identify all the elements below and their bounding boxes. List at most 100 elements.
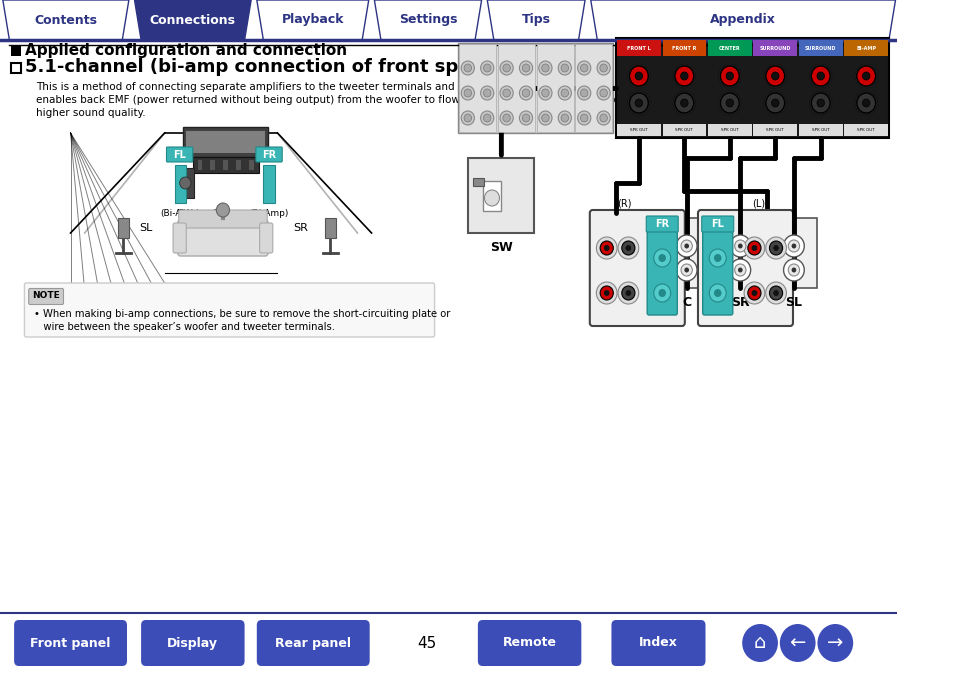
Bar bbox=[617, 124, 660, 136]
Circle shape bbox=[502, 64, 510, 72]
Circle shape bbox=[765, 282, 785, 304]
Bar bbox=[707, 40, 751, 56]
Circle shape bbox=[538, 86, 552, 100]
Text: Rear panel: Rear panel bbox=[275, 637, 351, 649]
Circle shape bbox=[787, 240, 799, 252]
Circle shape bbox=[713, 254, 720, 262]
Text: FL: FL bbox=[173, 150, 186, 160]
FancyBboxPatch shape bbox=[14, 620, 127, 666]
Bar bbox=[537, 44, 573, 132]
Text: SPK OUT: SPK OUT bbox=[720, 128, 738, 132]
Circle shape bbox=[599, 286, 613, 300]
Text: →: → bbox=[826, 633, 842, 653]
Bar bbox=[771, 218, 816, 288]
Circle shape bbox=[625, 245, 631, 251]
Circle shape bbox=[708, 284, 725, 302]
Text: SL: SL bbox=[784, 296, 801, 309]
Circle shape bbox=[856, 66, 875, 86]
Circle shape bbox=[653, 249, 670, 267]
Circle shape bbox=[518, 61, 532, 75]
Bar bbox=[197, 160, 202, 170]
Text: FR: FR bbox=[262, 150, 275, 160]
Circle shape bbox=[596, 237, 617, 259]
Circle shape bbox=[862, 72, 869, 80]
Circle shape bbox=[621, 241, 635, 255]
Circle shape bbox=[460, 111, 474, 125]
Text: Appendix: Appendix bbox=[709, 13, 775, 26]
Bar bbox=[263, 165, 274, 203]
Bar bbox=[183, 127, 268, 157]
Bar bbox=[11, 46, 21, 56]
Bar bbox=[753, 40, 796, 56]
Bar bbox=[324, 218, 335, 238]
FancyBboxPatch shape bbox=[611, 620, 705, 666]
Circle shape bbox=[521, 89, 529, 97]
Circle shape bbox=[680, 240, 692, 252]
Bar bbox=[616, 38, 888, 138]
FancyBboxPatch shape bbox=[256, 620, 370, 666]
Text: wire between the speaker’s woofer and tweeter terminals.: wire between the speaker’s woofer and tw… bbox=[33, 322, 335, 332]
Circle shape bbox=[463, 89, 471, 97]
Circle shape bbox=[817, 624, 852, 662]
FancyBboxPatch shape bbox=[477, 620, 580, 666]
Text: 45: 45 bbox=[417, 635, 436, 651]
Polygon shape bbox=[134, 0, 251, 40]
Circle shape bbox=[577, 111, 590, 125]
Circle shape bbox=[808, 64, 831, 88]
Text: −: − bbox=[597, 96, 608, 110]
Circle shape bbox=[738, 267, 741, 273]
Text: SURROUND: SURROUND bbox=[759, 46, 790, 50]
Text: Playback: Playback bbox=[281, 13, 344, 26]
Text: This is a method of connecting separate amplifiers to the tweeter terminals and : This is a method of connecting separate … bbox=[35, 82, 799, 92]
Circle shape bbox=[577, 86, 590, 100]
Circle shape bbox=[763, 64, 785, 88]
FancyBboxPatch shape bbox=[255, 147, 282, 162]
Circle shape bbox=[653, 284, 670, 302]
Circle shape bbox=[521, 114, 529, 122]
Circle shape bbox=[541, 114, 549, 122]
Text: 5.1-channel (bi-amp connection of front speaker): 5.1-channel (bi-amp connection of front … bbox=[26, 58, 523, 76]
Circle shape bbox=[483, 64, 491, 72]
Bar bbox=[707, 124, 751, 136]
Circle shape bbox=[483, 89, 491, 97]
Circle shape bbox=[603, 245, 609, 251]
Text: SL: SL bbox=[139, 223, 152, 233]
Circle shape bbox=[729, 235, 750, 257]
Text: Tips: Tips bbox=[521, 13, 550, 26]
Text: FL: FL bbox=[711, 219, 723, 229]
Circle shape bbox=[679, 72, 687, 80]
Bar bbox=[661, 124, 705, 136]
Circle shape bbox=[538, 111, 552, 125]
FancyBboxPatch shape bbox=[702, 231, 732, 315]
Circle shape bbox=[810, 93, 829, 113]
Bar bbox=[798, 124, 841, 136]
FancyBboxPatch shape bbox=[177, 220, 268, 256]
Polygon shape bbox=[3, 0, 129, 40]
Text: higher sound quality.: higher sound quality. bbox=[35, 108, 145, 118]
Bar bbox=[468, 158, 534, 233]
Circle shape bbox=[502, 114, 510, 122]
Circle shape bbox=[635, 72, 642, 80]
Circle shape bbox=[773, 290, 778, 296]
Bar bbox=[617, 40, 660, 56]
Polygon shape bbox=[374, 0, 481, 40]
Circle shape bbox=[577, 61, 590, 75]
Circle shape bbox=[771, 99, 779, 107]
Circle shape bbox=[480, 61, 494, 75]
Circle shape bbox=[541, 64, 549, 72]
Circle shape bbox=[856, 93, 875, 113]
Text: Remote: Remote bbox=[502, 637, 556, 649]
Circle shape bbox=[674, 93, 693, 113]
Circle shape bbox=[720, 93, 739, 113]
Bar bbox=[174, 165, 186, 203]
Text: (R): (R) bbox=[616, 198, 631, 208]
Text: SPK OUT: SPK OUT bbox=[857, 128, 874, 132]
Circle shape bbox=[791, 267, 796, 273]
Circle shape bbox=[518, 86, 532, 100]
Circle shape bbox=[596, 282, 617, 304]
Circle shape bbox=[810, 66, 829, 86]
Text: FR: FR bbox=[654, 217, 670, 227]
Text: (Bi-Amp): (Bi-Amp) bbox=[160, 209, 199, 218]
Circle shape bbox=[618, 237, 639, 259]
Circle shape bbox=[751, 290, 757, 296]
